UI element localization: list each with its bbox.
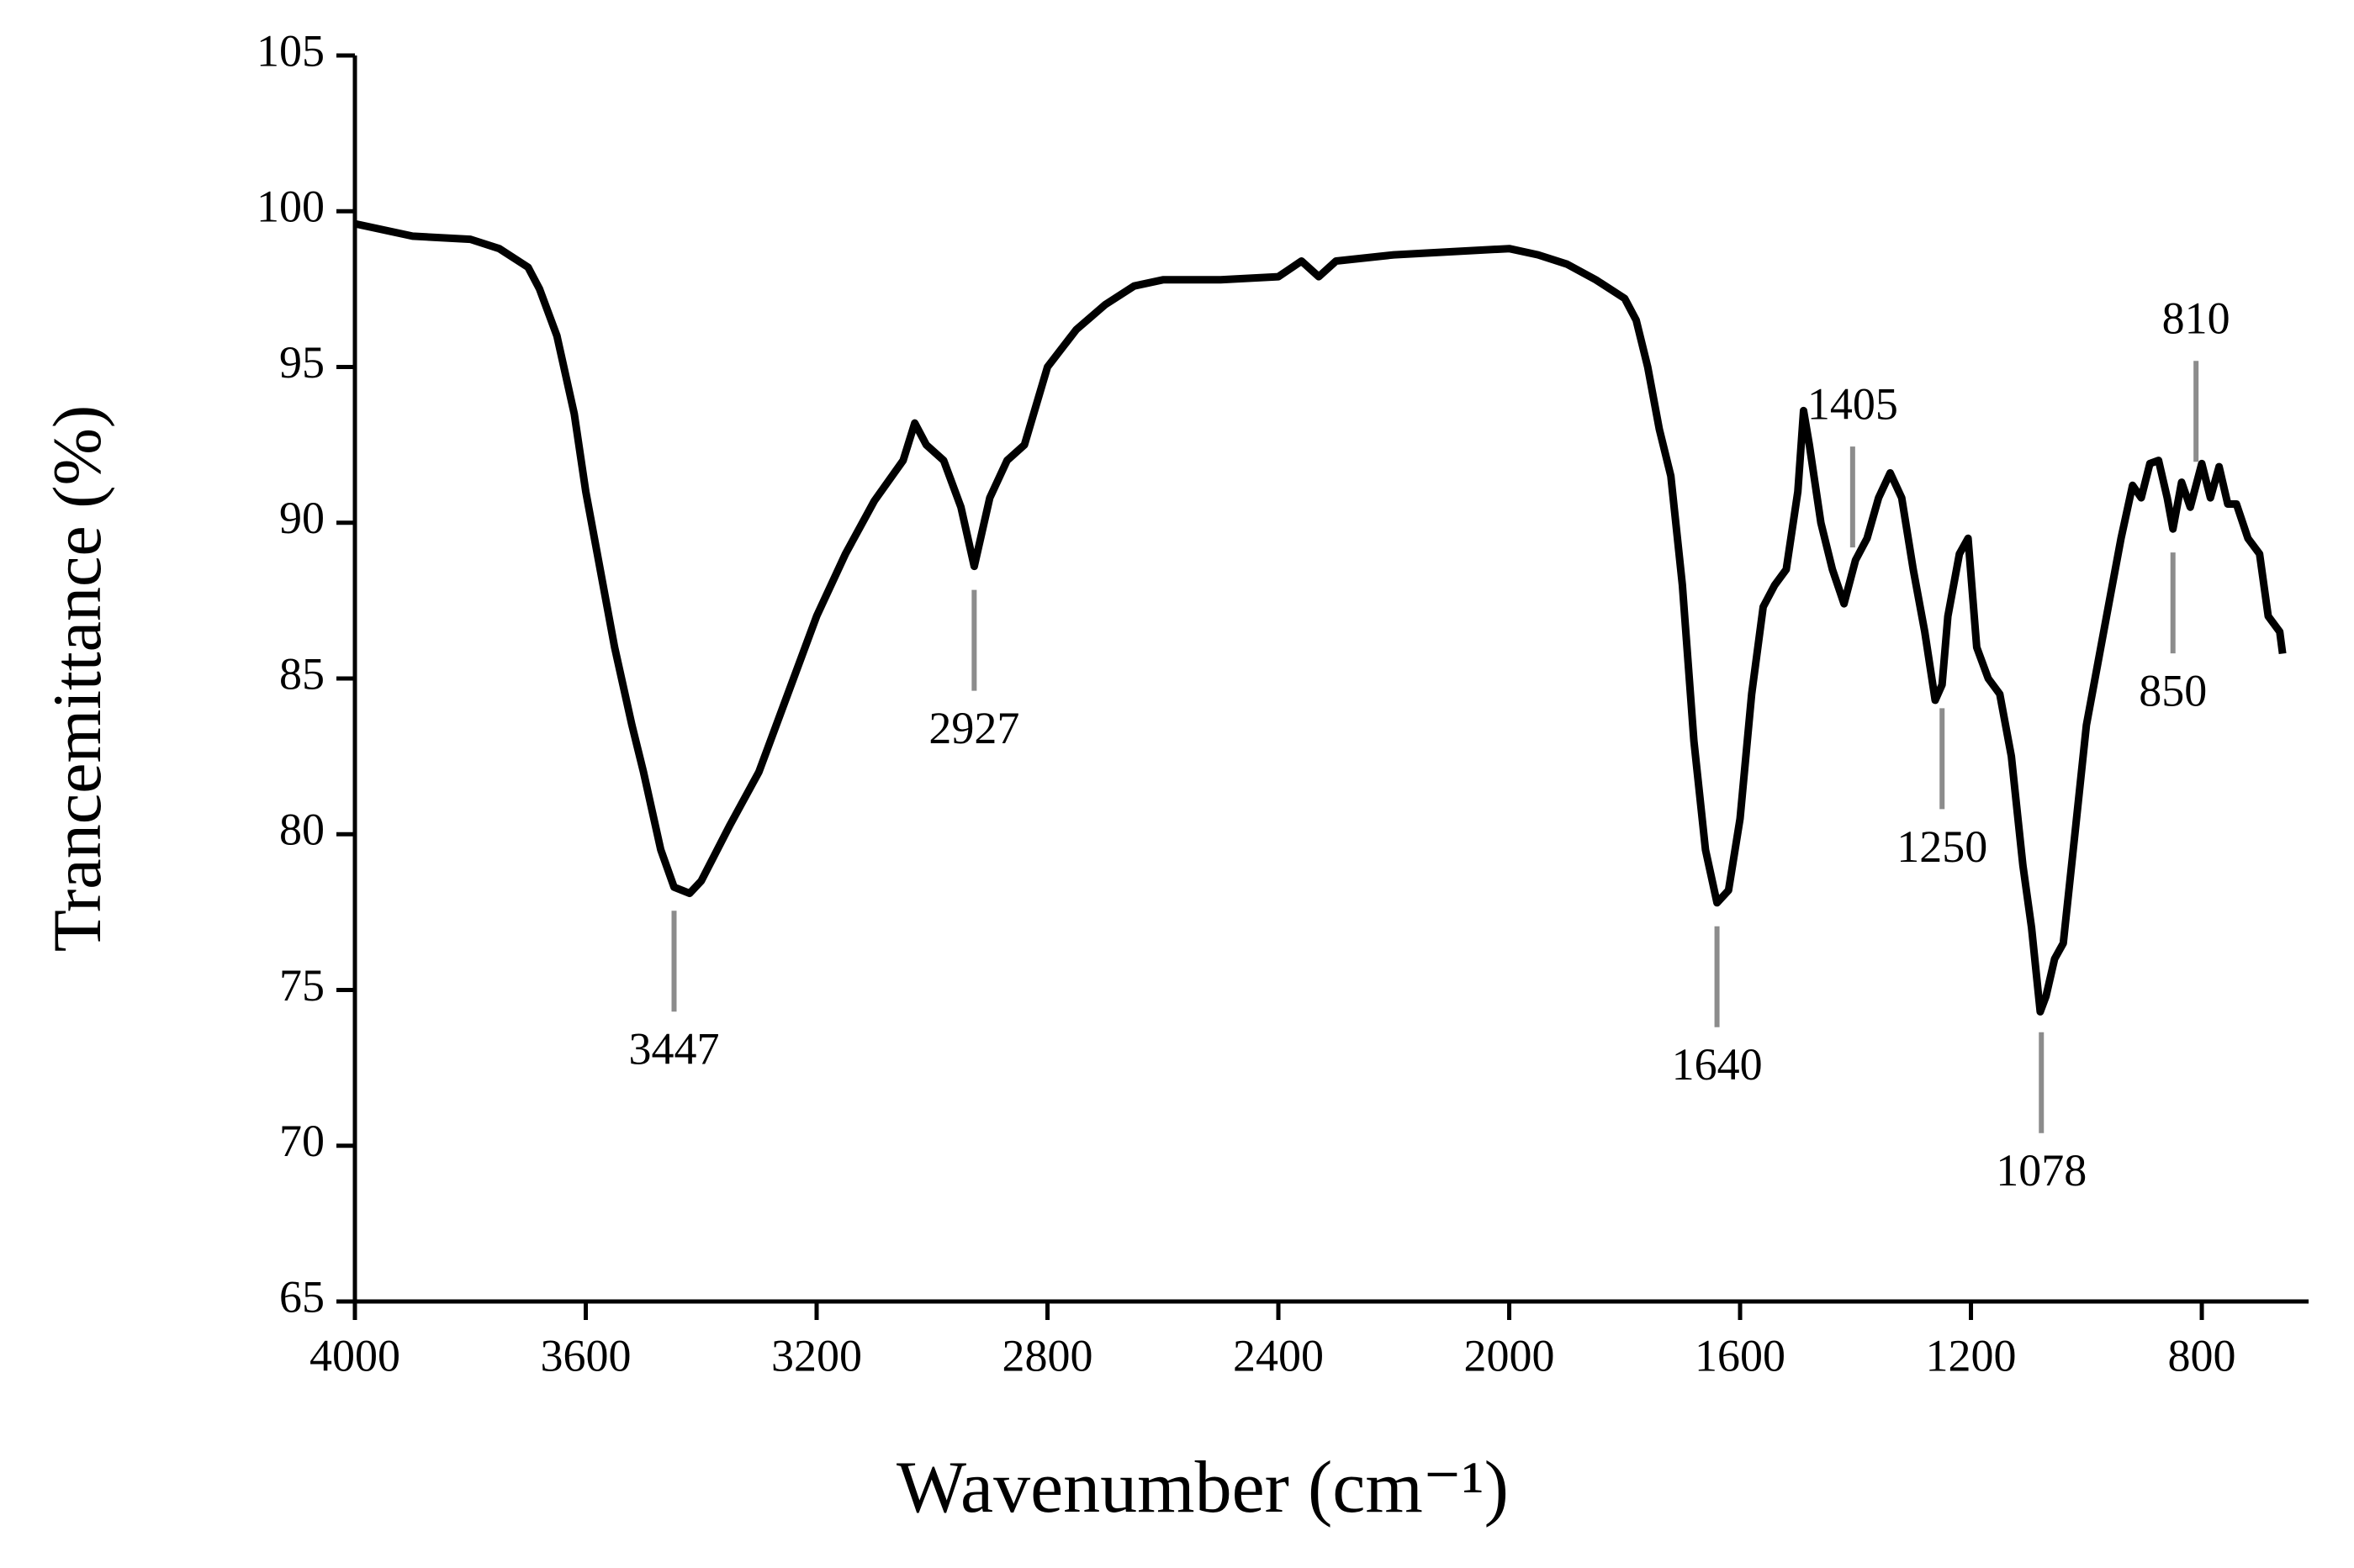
peak-label: 1405 — [1807, 379, 1898, 430]
peak-label: 850 — [2139, 666, 2207, 716]
y-tick-label: 75 — [279, 960, 325, 1011]
x-tick-label: 4000 — [309, 1330, 400, 1381]
y-tick-label: 85 — [279, 648, 325, 699]
peak-label: 1078 — [1996, 1145, 2087, 1196]
y-axis-title: Trancemittance (%) — [39, 405, 115, 952]
x-tick-label: 800 — [2168, 1330, 2236, 1381]
x-tick-label: 1600 — [1695, 1330, 1785, 1381]
x-tick-label: 2400 — [1233, 1330, 1324, 1381]
x-tick-label: 3200 — [771, 1330, 862, 1381]
peak-label: 2927 — [928, 703, 1019, 753]
peak-label: 3447 — [629, 1024, 720, 1074]
peak-label: 810 — [2162, 293, 2230, 344]
y-tick-label: 70 — [279, 1116, 325, 1166]
y-tick-label: 95 — [279, 337, 325, 388]
y-tick-label: 105 — [257, 25, 325, 76]
spectrum-line — [354, 219, 2287, 1016]
y-tick-label: 65 — [279, 1271, 325, 1322]
peak-label: 1250 — [1896, 821, 1987, 872]
y-tick-label: 80 — [279, 805, 325, 855]
x-tick-label: 2000 — [1464, 1330, 1555, 1381]
x-tick-label: 2800 — [1002, 1330, 1093, 1381]
y-tick-label: 100 — [257, 182, 325, 232]
y-tick-label: 90 — [279, 493, 325, 543]
x-tick-label: 3600 — [541, 1330, 632, 1381]
peak-label: 1640 — [1672, 1039, 1763, 1090]
x-axis-title: Wavenumber (cm⁻¹) — [897, 1447, 1509, 1528]
x-tick-label: 1200 — [1926, 1330, 2017, 1381]
